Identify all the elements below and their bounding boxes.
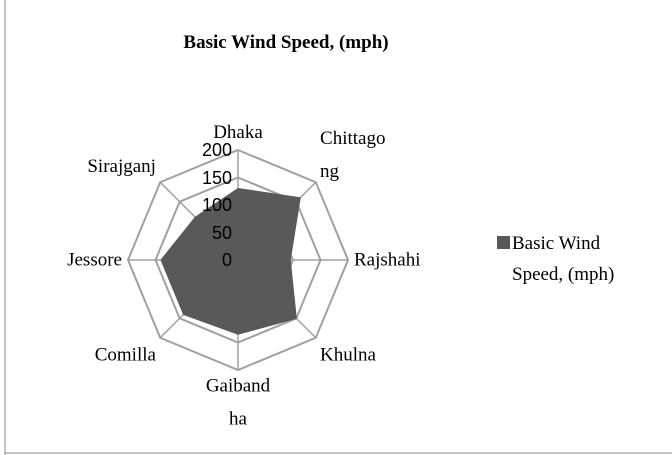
r-tick-label: 150	[201, 167, 232, 188]
r-tick-label: 200	[201, 140, 232, 160]
chart-title: Basic Wind Speed, (mph)	[183, 32, 389, 53]
category-label: Chittagong	[320, 127, 386, 182]
category-label: Dhaka	[213, 121, 263, 143]
series-area	[160, 187, 301, 335]
legend-swatch	[497, 236, 510, 249]
category-label: Gaibandha	[205, 375, 271, 430]
category-label: Jessore	[67, 249, 122, 271]
category-label: Rajshahi	[354, 249, 421, 271]
category-label: Khulna	[320, 344, 376, 366]
category-label: Sirajganj	[87, 155, 156, 177]
legend-label: Basic Wind Speed, (mph)	[512, 233, 615, 285]
r-tick-label: 100	[201, 195, 232, 215]
category-label: Comilla	[94, 344, 156, 366]
r-tick-label: 50	[211, 222, 232, 243]
r-tick-label: 0	[221, 250, 232, 270]
